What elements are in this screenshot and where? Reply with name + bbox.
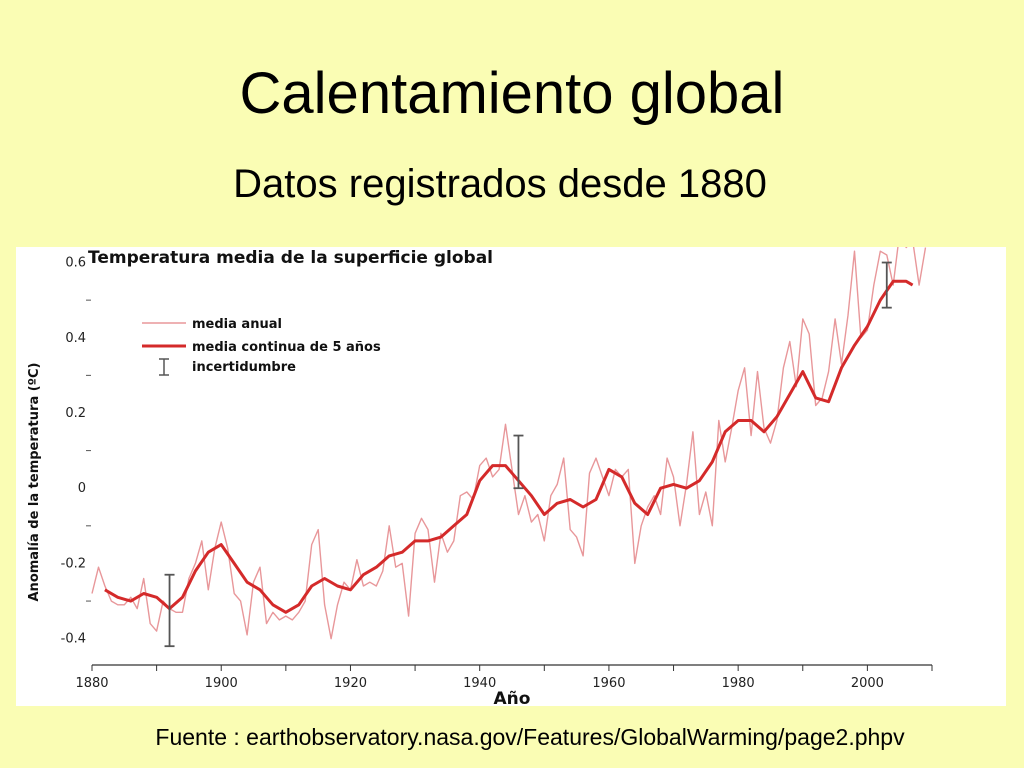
slide-title: Calentamiento global [239,61,785,126]
legend-annual-label: media anual [192,317,282,332]
y-tick-label: 0.6 [65,256,86,271]
x-axis-ticks: 1880 1900 1920 1940 1960 1980 2000 [75,665,933,691]
y-axis-ticks: -0.4 -0.2 0 0.2 0.4 0.6 [61,256,91,647]
five-year-mean-line [104,279,914,614]
y-tick-label: 0.2 [65,406,86,421]
x-tick-label: 1940 [463,676,496,691]
source-citation: Fuente : earthobservatory.nasa.gov/Featu… [155,724,905,750]
x-tick-label: 1880 [75,676,108,691]
plot-series [91,247,927,640]
x-axis-label: Año [494,689,531,706]
x-tick-label: 1960 [592,676,625,691]
slide-subtitle: Datos registrados desde 1880 [233,162,767,206]
legend-uncertainty-label: incertidumbre [192,360,296,375]
annual-mean-line [91,247,927,640]
uncertainty-bar [513,434,524,490]
uncertainty-bar [164,573,175,648]
uncertainty-bar [881,261,892,309]
x-tick-label: 2000 [851,676,884,691]
y-axis-label: Anomalía de la temperatura (ºC) [27,363,42,602]
chart-title: Temperatura media de la superficie globa… [88,248,493,268]
legend-smooth-label: media continua de 5 años [192,340,381,355]
x-tick-label: 1900 [205,676,238,691]
y-tick-label: -0.2 [61,556,86,571]
x-tick-label: 1920 [334,676,367,691]
x-tick-label: 1980 [722,676,755,691]
y-tick-label: -0.4 [61,632,86,647]
uncertainty-bars [164,261,892,648]
chart-panel: Temperatura media de la superficie globa… [16,247,1006,706]
legend-uncertainty-swatch [159,358,169,376]
temperature-chart: Temperatura media de la superficie globa… [27,247,933,706]
y-tick-label: 0 [78,481,86,496]
legend: media anual media continua de 5 años inc… [142,317,381,376]
y-tick-label: 0.4 [65,331,86,346]
